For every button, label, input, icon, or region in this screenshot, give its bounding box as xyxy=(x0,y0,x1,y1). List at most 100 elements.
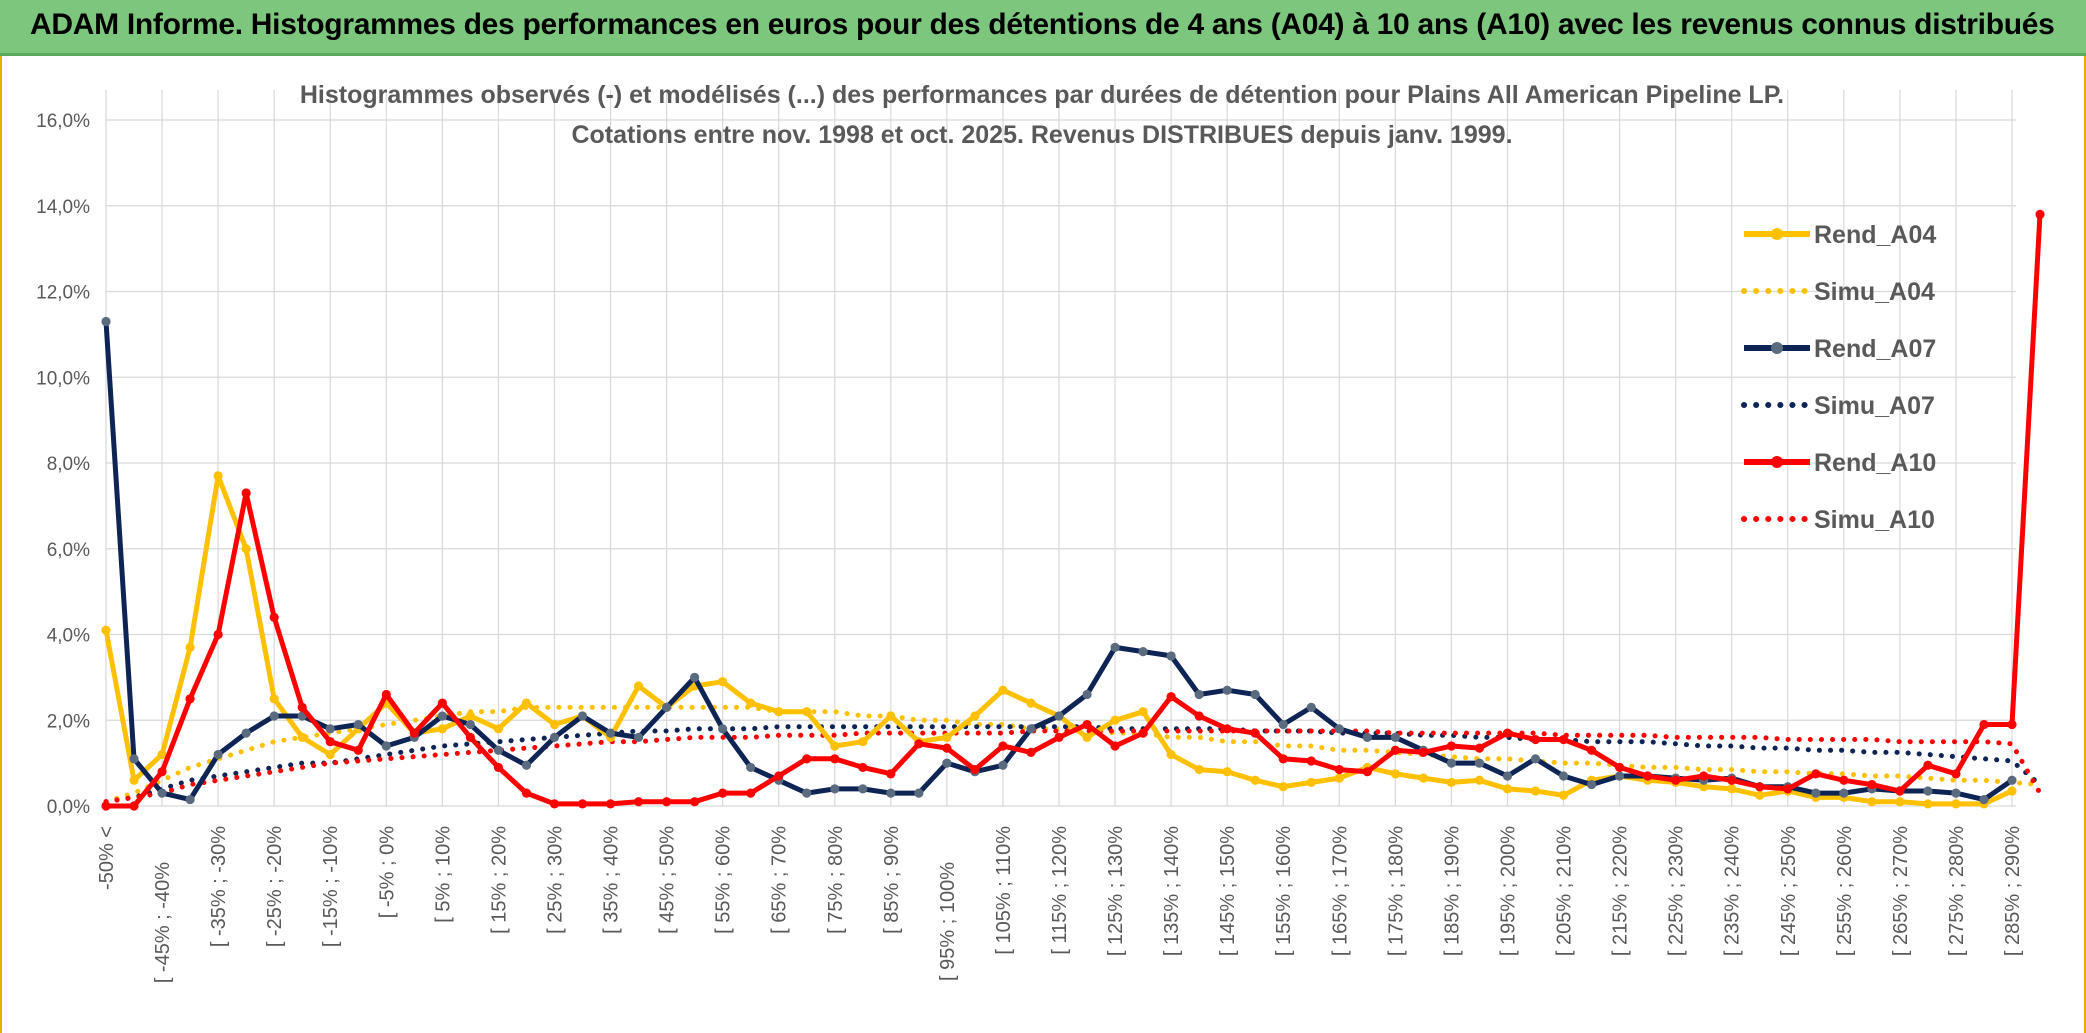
point-Rend_A07 xyxy=(942,758,952,768)
point-Rend_A04 xyxy=(185,642,195,652)
x-tick-label: [ 45% ; 50% xyxy=(657,826,679,934)
point-Rend_A04 xyxy=(325,749,335,760)
point-Rend_A04 xyxy=(549,719,560,730)
legend-label: Simu_A07 xyxy=(1814,392,1935,420)
point-Rend_A10 xyxy=(549,799,560,809)
grid-lines xyxy=(105,90,2016,807)
y-tick-label: 4,0% xyxy=(47,626,90,647)
point-Rend_A10 xyxy=(2007,719,2017,730)
series-layer xyxy=(101,209,2045,811)
x-tick-label: [ -45% ; -40% xyxy=(152,862,174,983)
x-tick-label: [ 255% ; 260% xyxy=(1834,826,1856,956)
point-Rend_A04 xyxy=(1530,786,1541,796)
point-Rend_A07 xyxy=(1222,685,1232,695)
point-Rend_A07 xyxy=(2007,775,2017,785)
legend-label: Rend_A07 xyxy=(1814,335,1936,363)
chart: 0,0% 2,0% 4,0% 6,0% 8,0% 10,0% 12,0% 14,0% 16,0%… xyxy=(36,81,2045,983)
point-Rend_A10 xyxy=(465,732,475,743)
point-Rend_A10 xyxy=(437,698,447,708)
legend-item-Simu_A07: Simu_A07 xyxy=(1741,392,1935,420)
point-Rend_A10 xyxy=(1699,771,1709,781)
point-Rend_A10 xyxy=(1278,754,1288,764)
legend-item-Rend_A07: Rend_A07 xyxy=(1744,335,1936,363)
point-Rend_A10 xyxy=(1418,747,1428,758)
x-tick-label: [ 65% ; 70% xyxy=(769,826,791,934)
legend-marker xyxy=(1771,228,1783,240)
point-Rend_A07 xyxy=(1951,788,1961,798)
point-Rend_A07 xyxy=(914,788,924,798)
point-Rend_A07 xyxy=(1110,642,1120,652)
y-tick-label: 8,0% xyxy=(47,454,90,475)
point-Rend_A10 xyxy=(1530,734,1541,745)
point-Rend_A07 xyxy=(886,788,896,798)
x-tick-label: [ 275% ; 280% xyxy=(1946,826,1968,956)
point-Rend_A04 xyxy=(1446,777,1457,788)
point-Rend_A07 xyxy=(1446,758,1457,768)
point-Rend_A10 xyxy=(129,801,139,811)
point-Rend_A04 xyxy=(633,681,644,691)
point-Rend_A04 xyxy=(1895,797,1905,807)
point-Rend_A10 xyxy=(633,797,644,807)
point-Rend_A07 xyxy=(1026,724,1036,734)
point-Rend_A10 xyxy=(1783,784,1793,794)
point-Rend_A10 xyxy=(1671,775,1681,785)
y-tick-label: 10,0% xyxy=(36,368,90,389)
point-Rend_A10 xyxy=(493,762,504,773)
x-axis-ticks: -50% < [ -35% ; -30% [ -25% ; -20% [ -15% ;… xyxy=(96,826,2024,983)
x-tick-label: [ 175% ; 180% xyxy=(1385,826,1407,956)
series-line-Rend_A10 xyxy=(106,214,2043,809)
point-Rend_A10 xyxy=(746,788,756,798)
point-Rend_A04 xyxy=(1194,764,1204,775)
point-Rend_A07 xyxy=(1250,689,1260,700)
point-Rend_A10 xyxy=(914,739,924,749)
point-Rend_A04 xyxy=(1026,698,1036,708)
point-Rend_A07 xyxy=(1530,754,1541,764)
x-tick-label: [ 205% ; 210% xyxy=(1554,826,1576,956)
legend-item-Rend_A10: Rend_A10 xyxy=(1744,449,1936,477)
point-Rend_A07 xyxy=(1839,788,1849,798)
point-Rend_A07 xyxy=(101,316,111,327)
point-Rend_A10 xyxy=(690,797,700,807)
point-Rend_A07 xyxy=(830,784,840,794)
series-Simu_A07 xyxy=(103,724,2043,805)
point-Rend_A07 xyxy=(1306,702,1316,712)
point-Rend_A04 xyxy=(1138,707,1148,717)
point-Rend_A04 xyxy=(774,707,784,717)
point-Rend_A04 xyxy=(1699,782,1709,792)
point-Rend_A10 xyxy=(1026,747,1036,758)
point-Rend_A10 xyxy=(1839,775,1849,785)
point-Rend_A07 xyxy=(1811,788,1821,798)
x-tick-label: [ 265% ; 270% xyxy=(1890,826,1912,956)
point-Rend_A04 xyxy=(1222,767,1232,777)
x-tick-label: [ 95% ; 100% xyxy=(937,862,959,981)
point-Rend_A04 xyxy=(2007,786,2017,796)
point-Rend_A04 xyxy=(437,724,447,734)
x-tick-label: [ 185% ; 190% xyxy=(1441,826,1463,956)
point-Rend_A10 xyxy=(269,612,279,622)
point-Rend_A04 xyxy=(1755,790,1765,800)
chart-subtitle: Cotations entre nov. 1998 et oct. 2025. … xyxy=(571,121,1512,149)
x-tick-label: [ 5% ; 10% xyxy=(432,826,454,923)
x-tick-label: [ -35% ; -30% xyxy=(208,826,230,947)
point-Rend_A07 xyxy=(129,754,139,764)
point-Rend_A07 xyxy=(605,728,616,738)
point-Rend_A04 xyxy=(157,749,167,760)
series-Simu_A04 xyxy=(103,704,2043,805)
point-Rend_A04 xyxy=(746,698,756,708)
point-Rend_A10 xyxy=(858,762,868,773)
point-Rend_A04 xyxy=(1278,782,1288,792)
y-tick-label: 2,0% xyxy=(47,711,90,732)
point-Rend_A04 xyxy=(1418,773,1428,783)
point-Rend_A10 xyxy=(802,754,812,764)
x-tick-label: [ 145% ; 150% xyxy=(1217,826,1239,956)
point-Rend_A10 xyxy=(1334,764,1344,775)
point-Rend_A10 xyxy=(1558,734,1569,745)
point-Rend_A10 xyxy=(1362,767,1372,777)
point-Rend_A07 xyxy=(1278,719,1288,730)
x-tick-label: [ 235% ; 240% xyxy=(1722,826,1744,956)
point-Rend_A04 xyxy=(802,707,812,717)
point-Rend_A10 xyxy=(1811,769,1821,779)
point-Rend_A07 xyxy=(1502,771,1513,781)
point-Rend_A10 xyxy=(1502,728,1513,738)
point-Rend_A10 xyxy=(998,741,1008,751)
